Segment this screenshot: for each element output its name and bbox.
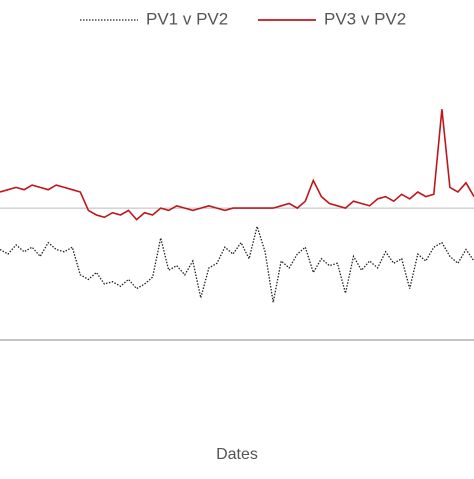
series-line bbox=[0, 224, 474, 303]
legend-label: PV1 v PV2 bbox=[146, 9, 228, 28]
series-line bbox=[0, 109, 474, 221]
x-axis-title: Dates bbox=[216, 446, 258, 463]
legend-label: PV3 v PV2 bbox=[324, 9, 406, 28]
